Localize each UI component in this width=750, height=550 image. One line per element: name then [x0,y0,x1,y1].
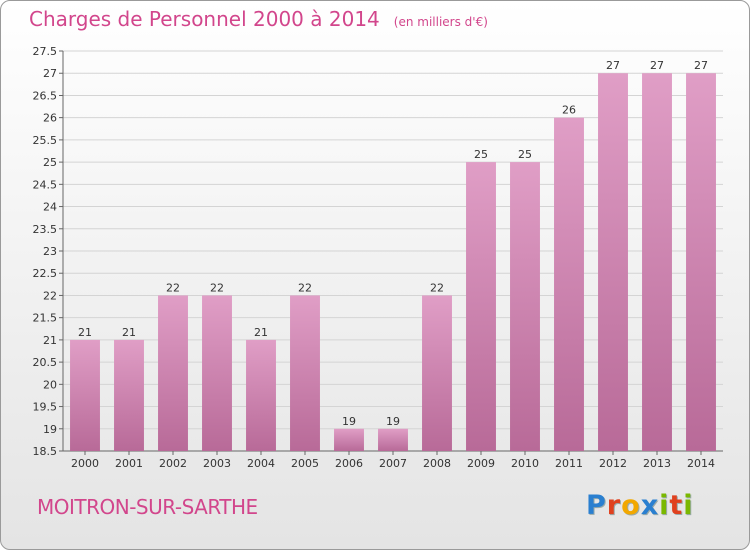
chart-title: Charges de Personnel 2000 à 2014 [29,7,380,31]
bar-2008 [422,295,452,451]
bar-2001 [114,339,144,451]
logo-letter: o [621,490,641,521]
commune-name: MOITRON-SUR-SARTHE [37,495,258,519]
y-tick-label: 21 [43,334,57,347]
x-tick-label-2009: 2009 [467,457,495,470]
data-label-2014: 27 [694,59,708,72]
bar-2009 [466,162,496,451]
logo-letter: i [659,490,670,521]
data-label-2004: 21 [254,326,268,339]
y-tick-label: 22 [43,289,57,302]
x-tick-label-2005: 2005 [291,457,319,470]
data-label-2008: 22 [430,281,444,294]
bar-layer [70,73,716,452]
label-layer: 21 21 22 22 21 22 19 19 22 25 25 26 27 27 27 [78,59,708,428]
y-tick-label: 23.5 [33,223,58,236]
y-tick-label: 19 [43,423,57,436]
bar-2007 [378,428,408,451]
y-tick-label: 24 [43,201,57,214]
x-tick-label-2012: 2012 [599,457,627,470]
y-tick-label: 26 [43,112,57,125]
y-tick-label: 25 [43,156,57,169]
bar-2000 [70,339,100,451]
bar-2005 [290,295,320,451]
data-label-2009: 25 [474,148,488,161]
y-tick-label: 26.5 [33,89,58,102]
x-tick-label-2004: 2004 [247,457,275,470]
bar-2006 [334,428,364,451]
data-label-2006: 19 [342,415,356,428]
x-tick-label-2002: 2002 [159,457,187,470]
y-tick-label: 21.5 [33,312,58,325]
data-label-2007: 19 [386,415,400,428]
x-tick-label-2000: 2000 [71,457,99,470]
title-row: Charges de Personnel 2000 à 2014 (en mill… [29,7,488,31]
y-tick-label: 27.5 [33,45,58,58]
x-tick-label-2003: 2003 [203,457,231,470]
logo-letter: r [606,490,622,521]
logo-letter: P [586,490,607,521]
logo-letter: t [669,490,684,521]
bar-2011 [554,117,584,452]
y-tick-label: 20.5 [33,356,58,369]
bar-2013 [642,73,672,451]
axis-layer: 18.5 19 19.5 20 20.5 21 21.5 22 22.5 23 23.5 24 24.5… [33,45,723,470]
x-tick-label-2010: 2010 [511,457,539,470]
x-tick-label-2008: 2008 [423,457,451,470]
y-tick-label: 24.5 [33,178,58,191]
y-tick-label: 23 [43,245,57,258]
x-tick-label-2001: 2001 [115,457,143,470]
y-tick-label: 22.5 [33,267,58,280]
y-tick-label: 20 [43,378,57,391]
bar-2004 [246,339,276,451]
bar-2002 [158,295,188,451]
data-label-2012: 27 [606,59,620,72]
data-label-2001: 21 [122,326,136,339]
x-tick-label-2014: 2014 [687,457,715,470]
bar-2014 [686,73,716,451]
data-label-2010: 25 [518,148,532,161]
x-tick-label-2013: 2013 [643,457,671,470]
bar-2012 [598,73,628,451]
x-tick-label-2011: 2011 [555,457,583,470]
data-label-2000: 21 [78,326,92,339]
data-label-2002: 22 [166,281,180,294]
x-tick-label-2007: 2007 [379,457,407,470]
y-tick-label: 27 [43,67,57,80]
logo-letter: i [683,490,694,521]
chart-unit: (en milliers d'€) [393,15,488,29]
data-label-2003: 22 [210,281,224,294]
proxiti-logo[interactable]: Proxiti [586,490,694,521]
bar-2003 [202,295,232,451]
y-tick-label: 25.5 [33,134,58,147]
data-label-2013: 27 [650,59,664,72]
y-tick-label: 19.5 [33,401,58,414]
bar-2010 [510,162,540,451]
y-tick-label: 18.5 [33,445,58,458]
logo-letter: x [640,490,660,521]
data-label-2005: 22 [298,281,312,294]
data-label-2011: 26 [562,104,576,117]
x-tick-label-2006: 2006 [335,457,363,470]
